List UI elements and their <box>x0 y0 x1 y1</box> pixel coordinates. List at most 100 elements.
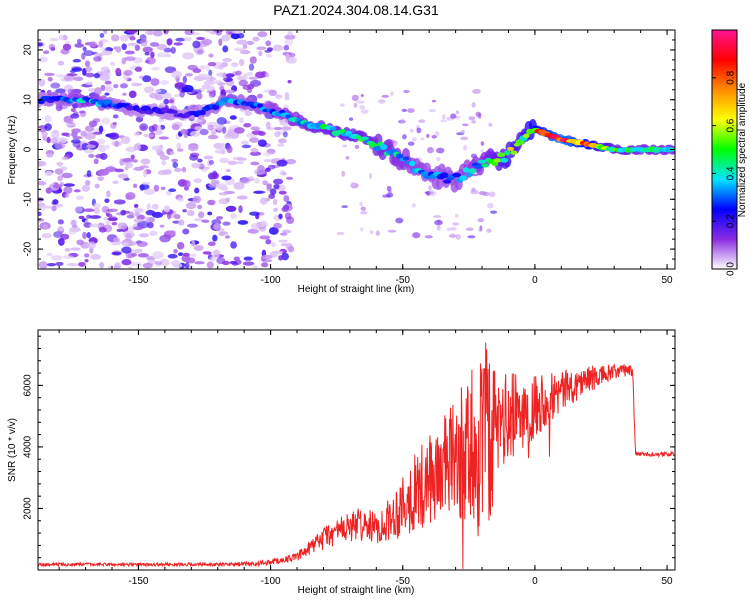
spectrogram-cell <box>341 170 346 177</box>
spectrogram-cell <box>171 158 178 163</box>
spectrogram-x-tick-label: -100 <box>261 275 281 286</box>
spectrogram-cell <box>78 215 85 220</box>
spectrogram-cell <box>477 113 482 119</box>
spectrogram-cell <box>73 76 84 82</box>
spectrogram-cell <box>172 263 183 268</box>
spectrogram-cell <box>110 61 116 67</box>
spectrogram-cell <box>133 207 144 214</box>
spectrogram-cell <box>197 204 203 210</box>
spectrogram-cell <box>214 80 223 85</box>
spectrogram-cell <box>63 186 73 194</box>
snr-panel: -150 -100 -50 0 50 2000 4000 6000 Height of st… <box>7 329 676 596</box>
spectrogram-cell <box>83 149 95 154</box>
spectrogram-cell <box>81 142 89 151</box>
spectrogram-cell <box>260 262 269 268</box>
spectrogram-cell <box>86 170 92 177</box>
spectrogram-cell <box>82 46 87 52</box>
spectrogram-cell <box>257 139 267 147</box>
spectrogram-cell <box>452 222 460 226</box>
spectrogram-cell <box>216 216 224 220</box>
spectrogram-cell <box>57 219 64 225</box>
spectrogram-cell <box>119 83 129 89</box>
spectrogram-cell <box>222 221 231 226</box>
spectrogram-cell <box>139 123 149 132</box>
spectrogram-cell <box>481 163 489 168</box>
spectrogram-cell <box>207 211 213 216</box>
spectrogram-cell <box>130 154 135 160</box>
spectrogram-cell <box>254 168 266 176</box>
spectrogram-y-tick-label: 0 <box>23 146 34 152</box>
spectrogram-cell <box>277 143 285 147</box>
spectrogram-cell <box>242 43 248 50</box>
spectrogram-cell <box>193 178 202 184</box>
spectrogram-cell <box>275 94 283 99</box>
spectrogram-cell <box>231 30 243 34</box>
spectrogram-cell <box>183 179 191 188</box>
spectrogram-cell <box>135 116 144 123</box>
spectrogram-cell <box>140 105 151 112</box>
spectrogram-x-tick-label: 50 <box>662 275 674 286</box>
spectrogram-cell <box>236 157 248 161</box>
spectrogram-cell <box>207 124 214 131</box>
spectrogram-cell <box>146 256 156 261</box>
spectrogram-y-axis-title: Frequency (Hz) <box>7 116 18 185</box>
spectrogram-cell <box>191 162 201 169</box>
spectrogram-cell <box>132 183 138 188</box>
spectrogram-cell <box>71 128 82 134</box>
spectrogram-cell <box>258 50 263 57</box>
spectrogram-cell <box>248 176 255 180</box>
spectrogram-cell <box>85 72 95 78</box>
spectrogram-cell <box>283 195 290 203</box>
spectrogram-cell <box>373 146 382 152</box>
spectrogram-cell <box>246 71 253 76</box>
spectrogram-cell <box>93 158 99 165</box>
spectrogram-cell <box>112 114 119 119</box>
spectrogram-cell <box>132 159 138 163</box>
spectrogram-cell <box>134 44 140 51</box>
spectrogram-cell <box>249 56 257 64</box>
spectrogram-cell <box>119 34 129 42</box>
spectrogram-cell <box>278 239 288 243</box>
spectrogram-cell <box>230 241 237 249</box>
spectrogram-cell <box>241 144 252 149</box>
spectrogram-cell <box>83 50 94 57</box>
spectrogram-cell <box>75 195 84 201</box>
spectrogram-cell <box>104 80 112 85</box>
spectrogram-cell <box>55 74 65 78</box>
spectrogram-cell <box>460 129 465 134</box>
spectrogram-cell <box>181 166 187 173</box>
spectrogram-cell <box>174 213 181 220</box>
spectrogram-cell <box>225 89 235 94</box>
spectrogram-cell <box>104 92 110 96</box>
spectrogram-cell <box>93 73 101 79</box>
spectrogram-cell <box>112 121 117 126</box>
spectrogram-cell <box>121 246 132 254</box>
spectrogram-cell <box>126 161 134 169</box>
spectrogram-cell <box>488 122 493 127</box>
spectrogram-cell <box>257 131 266 136</box>
spectrogram-cell <box>434 219 443 226</box>
spectrogram-cell <box>263 158 272 163</box>
spectrogram-cell <box>85 81 93 86</box>
spectrogram-cell <box>185 202 197 210</box>
spectrogram-cell <box>87 241 96 249</box>
spectrogram-cell <box>84 132 96 140</box>
spectrogram-cell <box>248 63 255 71</box>
spectrogram-cell <box>273 222 282 229</box>
spectrogram-cell <box>151 203 159 210</box>
spectrogram-cell <box>84 258 89 263</box>
spectrogram-cell <box>52 184 63 189</box>
spectrogram-cell <box>449 226 457 231</box>
spectrogram-cell <box>177 197 184 202</box>
spectrogram-cell <box>125 146 137 152</box>
spectrogram-cell <box>233 181 245 190</box>
spectrogram-cell <box>359 105 366 110</box>
spectrogram-cell <box>38 180 47 186</box>
spectrogram-cell <box>431 99 437 103</box>
spectrogram-cell <box>360 109 369 114</box>
spectrogram-cell <box>182 52 195 60</box>
spectrogram-cell <box>44 170 53 177</box>
spectrogram-cell <box>284 34 296 40</box>
spectrogram-cell <box>141 42 148 47</box>
spectrogram-cell <box>163 205 171 213</box>
